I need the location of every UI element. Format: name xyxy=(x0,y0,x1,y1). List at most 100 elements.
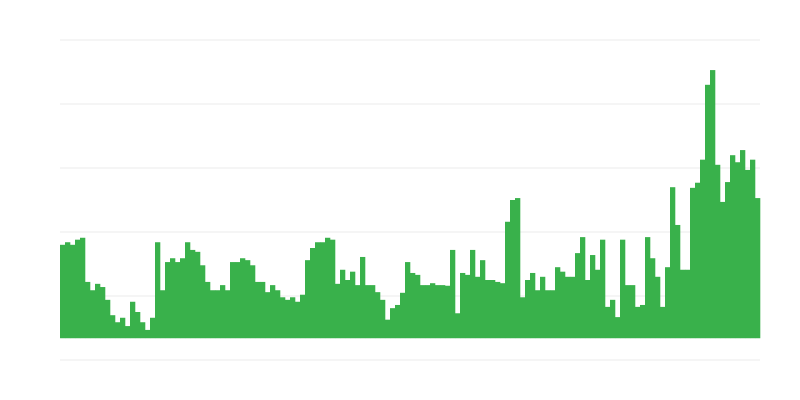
bar xyxy=(350,271,356,339)
bar xyxy=(425,285,431,339)
bar xyxy=(535,290,541,339)
bar xyxy=(165,262,171,339)
bar xyxy=(435,285,441,339)
bar xyxy=(415,274,421,339)
bar xyxy=(725,182,731,339)
bar xyxy=(390,308,396,339)
bar xyxy=(110,315,116,339)
bar xyxy=(295,301,301,339)
bar xyxy=(455,313,461,339)
bar xyxy=(485,280,491,339)
bar xyxy=(325,237,331,339)
bar xyxy=(740,150,746,339)
bar xyxy=(705,84,711,339)
bar xyxy=(660,306,666,339)
bar xyxy=(440,285,446,339)
bar xyxy=(180,258,186,339)
bar xyxy=(595,269,601,339)
bar xyxy=(120,317,126,339)
bar xyxy=(690,187,696,339)
bar xyxy=(755,198,761,339)
bar xyxy=(205,281,211,339)
bar xyxy=(105,299,111,339)
bar xyxy=(405,262,411,339)
bar xyxy=(565,276,571,339)
bar xyxy=(100,287,106,339)
bar xyxy=(645,237,651,339)
bar xyxy=(605,306,611,339)
bar xyxy=(90,290,96,339)
bar xyxy=(320,242,326,339)
bar xyxy=(220,285,226,339)
bar xyxy=(195,251,201,339)
bar xyxy=(575,253,581,339)
bar xyxy=(460,272,466,339)
bar xyxy=(305,260,311,339)
bar xyxy=(715,164,721,339)
bar xyxy=(700,159,706,339)
bar xyxy=(365,285,371,339)
bar xyxy=(85,281,91,339)
bar xyxy=(395,304,401,339)
bar xyxy=(505,221,511,339)
bar xyxy=(265,292,271,339)
bar xyxy=(385,319,391,339)
bar xyxy=(480,260,486,339)
bar xyxy=(620,239,626,339)
bar xyxy=(115,322,121,339)
bar xyxy=(315,242,321,339)
bar xyxy=(125,326,131,339)
bar xyxy=(290,297,296,339)
bar xyxy=(400,292,406,339)
bar xyxy=(335,283,341,339)
bar xyxy=(300,294,306,339)
bar xyxy=(360,256,366,339)
bar xyxy=(640,304,646,339)
bar xyxy=(270,285,276,339)
bar xyxy=(475,276,481,339)
bar xyxy=(65,242,71,339)
bar xyxy=(500,283,506,339)
bar xyxy=(410,272,416,339)
bar xyxy=(555,267,561,339)
bar xyxy=(650,258,656,339)
bar xyxy=(280,297,286,339)
bar xyxy=(190,249,196,339)
bar xyxy=(200,265,206,339)
bar xyxy=(530,272,536,339)
bar xyxy=(625,285,631,339)
bar xyxy=(330,239,336,339)
bar xyxy=(60,244,66,339)
bar xyxy=(710,70,716,339)
bar xyxy=(630,285,636,339)
bar xyxy=(380,299,386,339)
bar xyxy=(670,187,676,339)
bar xyxy=(185,242,191,339)
bar xyxy=(310,248,316,339)
bar xyxy=(590,255,596,339)
bar xyxy=(490,280,496,339)
bar xyxy=(450,249,456,339)
bar xyxy=(465,274,471,339)
bar xyxy=(345,280,351,339)
bar xyxy=(550,290,556,339)
bar xyxy=(525,280,531,339)
bar xyxy=(675,224,681,339)
bar xyxy=(135,312,141,339)
bar xyxy=(160,290,166,339)
bar xyxy=(235,262,241,339)
bar xyxy=(370,285,376,339)
bar xyxy=(735,162,741,339)
bar xyxy=(245,260,251,339)
bar xyxy=(680,269,686,339)
bar xyxy=(230,262,236,339)
bar xyxy=(140,322,146,339)
bar xyxy=(585,280,591,339)
bar xyxy=(730,155,736,339)
bar xyxy=(520,297,526,339)
bar xyxy=(695,182,701,339)
bar xyxy=(210,290,216,339)
bar xyxy=(495,281,501,339)
bar xyxy=(655,276,661,339)
